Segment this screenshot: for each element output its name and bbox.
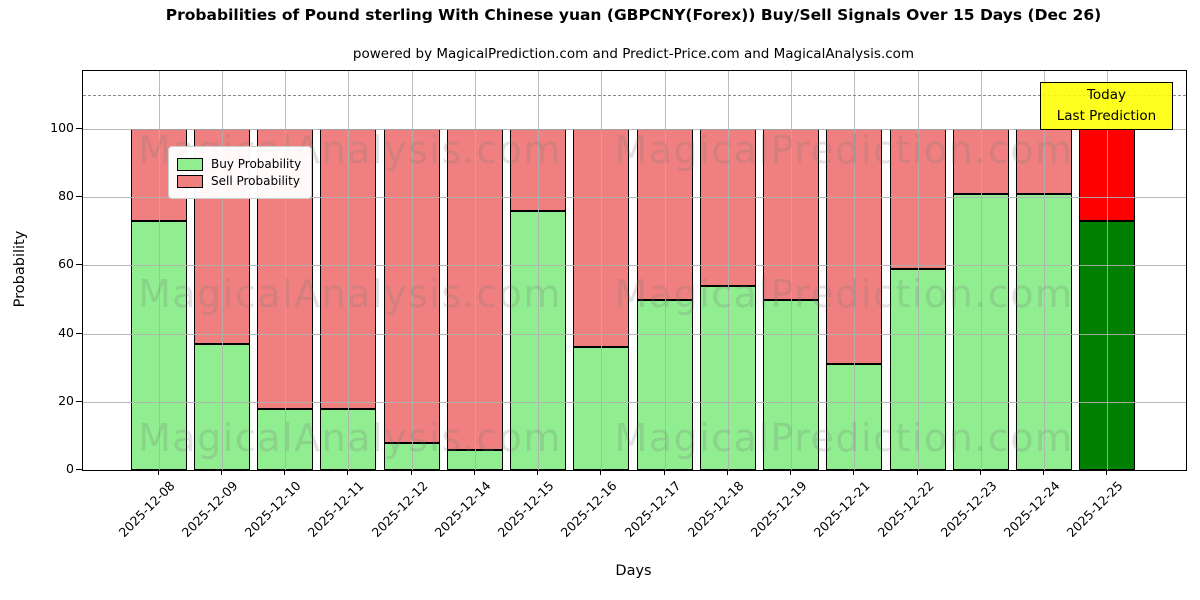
x-tick-label: 2025-12-18	[684, 478, 747, 540]
bar-buy-segment	[636, 299, 693, 470]
x-tick-label: 2025-12-11	[304, 478, 367, 540]
chart-subtitle: powered by MagicalPrediction.com and Pre…	[352, 46, 915, 62]
bar-sell-segment	[763, 129, 819, 300]
x-tick-mark	[1106, 470, 1108, 475]
y-tick-mark	[76, 332, 82, 334]
x-tick-label: 2025-12-24	[1000, 478, 1063, 540]
bar-buy-segment	[699, 285, 756, 470]
bar-buy-segment	[257, 408, 313, 470]
x-tick-mark	[1043, 470, 1044, 475]
x-tick-label: 2025-12-17	[621, 478, 684, 540]
x-tick-mark	[726, 470, 728, 475]
legend-item-buy: Buy Probability	[177, 157, 301, 171]
x-tick-mark	[663, 470, 665, 475]
y-tick-label: 0	[66, 461, 74, 476]
x-tick-mark	[790, 470, 791, 475]
x-tick-mark	[916, 470, 918, 475]
x-tick-label: 2025-12-22	[874, 478, 937, 540]
y-tick-mark	[76, 469, 82, 470]
bar-sell-segment	[1016, 129, 1072, 194]
y-tick-mark	[76, 400, 82, 402]
bar-buy-segment	[1016, 193, 1072, 470]
x-tick-mark	[979, 470, 981, 475]
chart-title: Probabilities of Pound sterling With Chi…	[165, 6, 1102, 24]
x-tick-label: 2025-12-21	[810, 478, 873, 540]
y-tick-label: 100	[50, 119, 74, 135]
bar-sell-segment	[952, 129, 1009, 194]
y-tick-label: 20	[58, 392, 74, 408]
bar-buy-segment	[320, 408, 377, 470]
x-tick-label: 2025-12-25	[1063, 478, 1126, 540]
x-tick-mark	[473, 470, 475, 475]
buy-color-swatch	[177, 157, 203, 171]
dashed-reference-line	[83, 94, 1186, 96]
x-tick-label: 2025-12-23	[937, 478, 1000, 540]
y-tick-label: 80	[58, 188, 74, 204]
bar-buy-segment	[510, 210, 566, 470]
y-tick-mark	[76, 196, 82, 198]
today-annotation-line2: Last Prediction	[1056, 108, 1157, 124]
y-tick-label: 60	[58, 256, 74, 272]
bar-buy-segment	[826, 364, 883, 470]
bar-buy-segment	[573, 347, 630, 470]
bar-sell-segment	[636, 129, 693, 300]
x-tick-mark	[157, 470, 159, 475]
x-axis-label: Days	[615, 563, 652, 579]
x-tick-mark	[284, 470, 285, 475]
x-tick-label: 2025-12-16	[557, 478, 620, 540]
legend-item-sell: Sell Probability	[177, 174, 301, 188]
x-tick-label: 2025-12-09	[178, 478, 241, 540]
bar-buy-segment	[446, 449, 503, 470]
y-tick-mark	[76, 264, 82, 266]
x-tick-label: 2025-12-19	[747, 478, 810, 540]
legend-label-sell: Sell Probability	[211, 174, 300, 188]
bar-sell-segment	[383, 128, 440, 443]
x-tick-label: 2025-12-14	[431, 478, 494, 540]
bar-buy-segment	[130, 221, 187, 470]
bar-buy-segment	[763, 299, 819, 470]
bar-sell-segment	[699, 129, 756, 286]
bar-sell-segment	[510, 128, 566, 211]
x-tick-mark	[410, 470, 412, 475]
y-tick-label: 40	[58, 324, 74, 340]
bar-buy-segment	[889, 268, 946, 470]
x-tick-label: 2025-12-15	[494, 478, 557, 540]
x-tick-mark	[220, 470, 222, 475]
x-tick-mark	[537, 470, 538, 475]
plot-area: Buy Probability Sell Probability Magical…	[82, 70, 1187, 471]
bar-buy-segment	[193, 343, 250, 470]
bar-sell-segment	[889, 128, 946, 269]
bar-sell-segment-today	[1079, 129, 1136, 222]
bar-sell-segment	[573, 128, 630, 348]
bar-buy-segment	[952, 193, 1009, 470]
x-tick-mark	[347, 470, 349, 475]
today-annotation-line1: Today	[1086, 87, 1127, 103]
bar-buy-segment-today	[1079, 221, 1136, 470]
y-tick-mark	[76, 127, 82, 129]
legend: Buy Probability Sell Probability	[168, 146, 313, 199]
legend-label-buy: Buy Probability	[211, 157, 302, 171]
bar-sell-segment	[446, 128, 503, 450]
bar-buy-segment	[383, 442, 440, 470]
y-axis-label: Probability	[12, 230, 28, 308]
sell-color-swatch	[177, 174, 203, 188]
x-tick-label: 2025-12-08	[115, 478, 178, 540]
x-tick-label: 2025-12-10	[241, 478, 304, 540]
bar-sell-segment	[320, 128, 377, 409]
x-tick-mark	[600, 470, 602, 475]
today-annotation-box: Today Last Prediction	[1040, 82, 1173, 130]
bar-sell-segment	[826, 129, 883, 365]
x-tick-mark	[853, 470, 855, 475]
x-tick-label: 2025-12-12	[368, 478, 431, 540]
